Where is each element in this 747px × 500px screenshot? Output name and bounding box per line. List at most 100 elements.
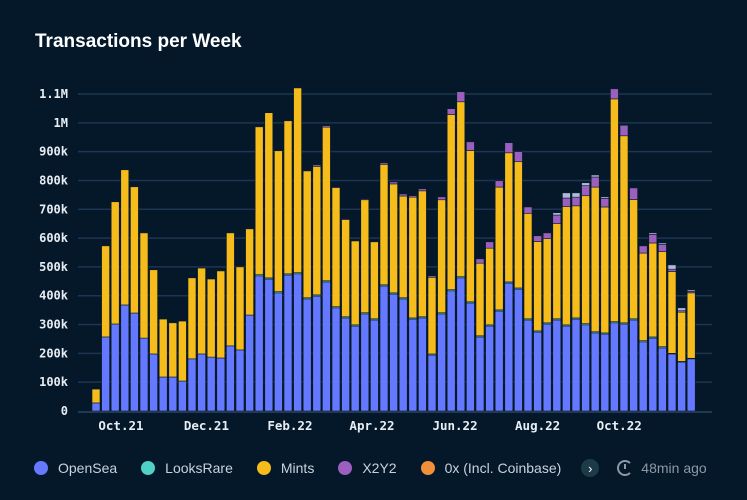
x-tick-label: Jun.22 [432,418,477,433]
bar-segment-opensea [600,333,610,412]
bar-segment-other [600,196,610,199]
bar-segment-opensea [610,322,619,412]
bar-segment-x2y2 [485,241,494,249]
bar-segment-opensea [427,354,437,412]
bar-segment-x2y2 [514,151,523,163]
bar-segment-mints [120,169,130,306]
bar-segment-mints [533,241,542,332]
x-tick-label: Aug.22 [515,418,560,433]
legend-dot [34,461,48,475]
bar-segment-opensea [187,358,197,412]
bar-segment-mints [360,199,370,314]
bar-segment-mints [254,126,264,275]
bar-segment-mints [370,241,379,320]
legend-dot [420,461,435,475]
bar-segment-other [648,232,658,235]
bar-segment-opensea [312,295,322,412]
bar-segment-mints [398,195,408,299]
x-tick-label: Feb.22 [267,418,312,433]
bar-segment-x2y2 [322,125,331,128]
bar-segment-opensea [350,325,360,412]
bar-segment-mints [379,164,389,286]
y-tick-label: 0 [61,404,68,418]
bar-segment-mints [514,161,523,289]
legend-next-button[interactable]: › [581,459,600,477]
bar-segment-mints [149,269,158,355]
bar-segment-x2y2 [341,218,350,220]
bar-segment-mints [245,228,254,316]
bar-segment-mints [91,388,101,404]
y-tick-label: 200k [39,346,69,360]
bar-segment-mints [504,152,514,283]
stacked-bar-chart: 0 100k 200k 300k 400k 500k 600k 700k 800k 900k 1M 1… [39,87,712,433]
bar-segment-opensea [245,314,254,412]
legend-item-looksrare[interactable]: LooksRare [141,460,233,476]
bar-segment-opensea [206,356,216,412]
bar-segment-mints [283,120,293,275]
bar-segment-x2y2 [475,258,485,264]
bar-segment-other [552,212,562,216]
legend: OpenSea LooksRare Mints X2Y2 0x (Incl. C… [34,459,707,477]
bar-segment-opensea [235,349,245,412]
bar-segment-opensea [552,319,562,412]
bar-segment-mints [619,135,629,324]
bar-segment-mints [341,219,350,318]
bar-segment-mints [350,240,360,326]
bar-segment-opensea [619,323,629,412]
bar-segment-opensea [379,285,389,412]
bar-segment-x2y2 [398,193,408,197]
bar-segment-mints [571,205,581,319]
legend-item-mints[interactable]: Mints [256,460,314,476]
bar-segment-x2y2 [446,108,456,115]
bar-segment-x2y2 [456,91,466,103]
bar-segment-opensea [485,325,494,412]
bar-segment-opensea [293,273,302,412]
bar-segment-mints [667,271,677,354]
bar-segment-opensea [523,319,533,412]
bar-segment-opensea [139,337,149,412]
bar-segment-opensea [360,313,370,412]
bar-segment-other [667,264,677,270]
bar-segment-mints [475,262,485,337]
bar-segment-x2y2 [418,188,427,192]
bar-segment-opensea [91,402,101,412]
bar-segment-mints [523,213,533,320]
bar-segment-opensea [542,323,552,412]
bar-segment-opensea [581,324,590,412]
bar-segment-x2y2 [619,125,629,137]
chart-title: Transactions per Week [35,31,242,52]
y-tick-label: 1M [54,116,68,130]
bar-segment-opensea [408,318,418,412]
bar-segment-mints [494,186,504,311]
last-updated: 48min ago [617,460,707,476]
bar-segment-mints [312,166,322,296]
bar-segment-x2y2 [389,181,398,185]
bar-segment-opensea [562,325,571,412]
bar-segment-mints [216,270,226,359]
bar-segment-mints [206,278,216,358]
bar-segment-opensea [677,361,686,412]
bar-segment-mints [389,183,398,294]
bar-segment-x2y2 [494,180,504,188]
bar-segment-mints [658,251,667,348]
bar-segment-other [658,242,667,245]
y-tick-label: 1.1M [39,87,68,101]
legend-item-0x[interactable]: 0x (Incl. Coinbase) [420,460,561,476]
y-tick-label: 100k [39,375,69,389]
bar-segment-x2y2 [629,187,638,200]
legend-item-opensea[interactable]: OpenSea [34,460,117,476]
bar-segment-opensea [226,345,235,412]
bar-segment-x2y2 [590,176,600,188]
bar-segment-mints [437,199,446,314]
bar-segment-x2y2 [571,196,581,207]
x-tick-label: Dec.21 [184,418,229,433]
bar-segment-x2y2 [610,88,619,100]
legend-item-x2y2[interactable]: X2Y2 [338,460,397,476]
bar-segment-mints [178,320,187,382]
bar-segment-x2y2 [638,245,648,254]
updated-text: 48min ago [641,460,707,476]
bar-segment-opensea [130,312,139,412]
bar-segment-opensea [533,331,542,412]
bar-segment-mints [581,195,590,324]
bar-segment-opensea [216,357,226,412]
